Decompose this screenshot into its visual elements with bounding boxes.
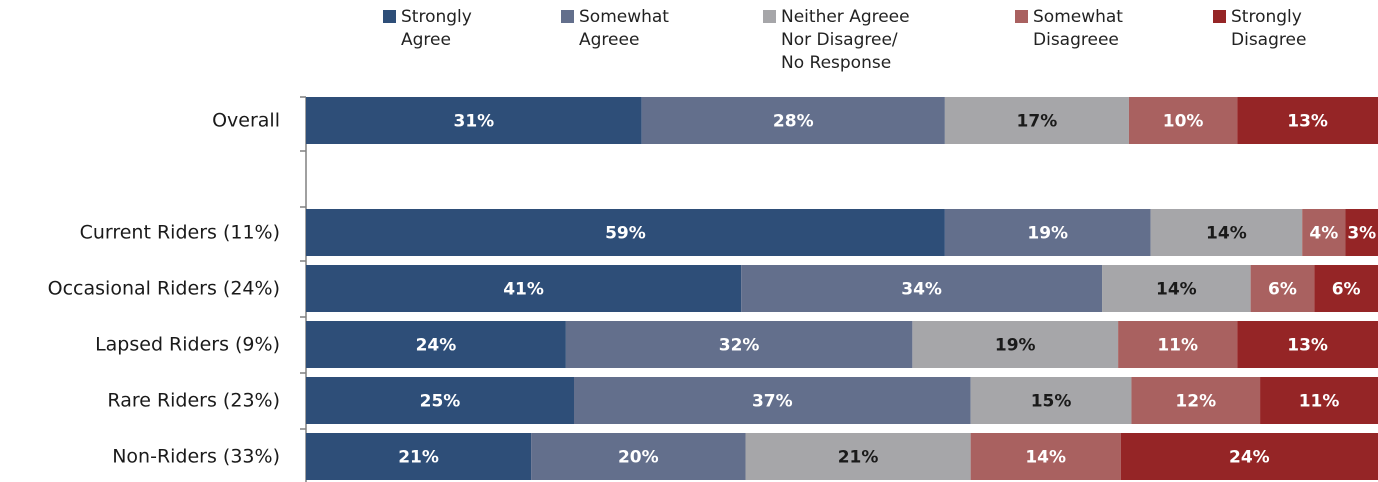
legend-item: Strongly Agree	[383, 6, 472, 52]
data-label: 6%	[1332, 280, 1361, 300]
bar-segment	[531, 433, 746, 480]
data-label: 21%	[838, 448, 879, 468]
category-label: Occasional Riders (24%)	[48, 278, 280, 300]
data-label: 34%	[901, 280, 942, 300]
data-label: 15%	[1031, 392, 1072, 412]
legend-swatch	[383, 10, 396, 23]
legend-label: Strongly Disagree	[1231, 7, 1307, 50]
bar-segment	[1120, 433, 1378, 480]
bar-segment	[306, 209, 945, 256]
bar-segment	[1131, 377, 1261, 424]
data-label: 13%	[1287, 336, 1328, 356]
category-label: Overall	[212, 110, 280, 132]
bar-segment	[1260, 377, 1378, 424]
data-label: 28%	[773, 112, 814, 132]
bar-segment	[1314, 265, 1378, 312]
data-label: 3%	[1347, 224, 1376, 244]
legend-label: Somewhat Disagreee	[1033, 7, 1123, 50]
data-label: 21%	[398, 448, 439, 468]
bar-segment	[574, 377, 971, 424]
legend-label: Somewhat Agreee	[579, 7, 669, 50]
bar-segment	[741, 265, 1103, 312]
bar-segment	[745, 433, 971, 480]
bar-segment	[1150, 209, 1303, 256]
bar-segment	[306, 321, 566, 368]
bar-segment	[1128, 97, 1238, 144]
category-label: Rare Riders (23%)	[107, 390, 280, 412]
data-label: 14%	[1156, 280, 1197, 300]
bar-segment	[306, 97, 642, 144]
bar-segment	[1102, 265, 1251, 312]
data-label: 12%	[1175, 392, 1216, 412]
data-label: 17%	[1017, 112, 1058, 132]
data-label: 6%	[1268, 280, 1297, 300]
category-label: Lapsed Riders (9%)	[95, 334, 280, 356]
bar-segment	[306, 377, 574, 424]
bar-segment	[306, 433, 532, 480]
legend-item: Neither Agreee Nor Disagree/ No Response	[763, 6, 910, 75]
bar-segment	[970, 377, 1132, 424]
data-label: 11%	[1299, 392, 1340, 412]
legend-swatch	[561, 10, 574, 23]
bar-segment	[641, 97, 945, 144]
legend-label: Strongly Agree	[401, 7, 472, 50]
legend-swatch	[1213, 10, 1226, 23]
bar-segment	[970, 433, 1121, 480]
bar-segment	[306, 265, 742, 312]
category-label: Non-Riders (33%)	[112, 446, 280, 468]
data-label: 10%	[1163, 112, 1204, 132]
data-label: 4%	[1309, 224, 1338, 244]
bar-segment	[944, 209, 1151, 256]
data-label: 19%	[995, 336, 1036, 356]
data-label: 31%	[453, 112, 494, 132]
data-label: 59%	[605, 224, 646, 244]
data-label: 13%	[1287, 112, 1328, 132]
legend-item: Somewhat Disagreee	[1015, 6, 1123, 52]
category-label: Current Riders (11%)	[80, 222, 280, 244]
data-label: 14%	[1025, 448, 1066, 468]
data-label: 25%	[420, 392, 461, 412]
data-label: 32%	[719, 336, 760, 356]
legend-swatch	[1015, 10, 1028, 23]
legend-item: Strongly Disagree	[1213, 6, 1306, 52]
data-label: 20%	[618, 448, 659, 468]
data-label: 24%	[1229, 448, 1270, 468]
bar-segment	[1237, 321, 1378, 368]
data-label: 37%	[752, 392, 793, 412]
bar-segment	[1237, 97, 1378, 144]
bar-segment	[944, 97, 1129, 144]
bar-segment	[1118, 321, 1238, 368]
data-label: 14%	[1206, 224, 1247, 244]
bar-segment	[565, 321, 913, 368]
bar-segment	[912, 321, 1119, 368]
legend-item: Somewhat Agreee	[561, 6, 669, 52]
bar-segment	[1250, 265, 1315, 312]
bar-segment	[1345, 209, 1378, 256]
data-label: 19%	[1027, 224, 1068, 244]
bar-segment	[1302, 209, 1346, 256]
legend-swatch	[763, 10, 776, 23]
data-label: 24%	[416, 336, 457, 356]
data-label: 41%	[503, 280, 544, 300]
legend-label: Neither Agreee Nor Disagree/ No Response	[781, 7, 910, 73]
data-label: 11%	[1157, 336, 1198, 356]
